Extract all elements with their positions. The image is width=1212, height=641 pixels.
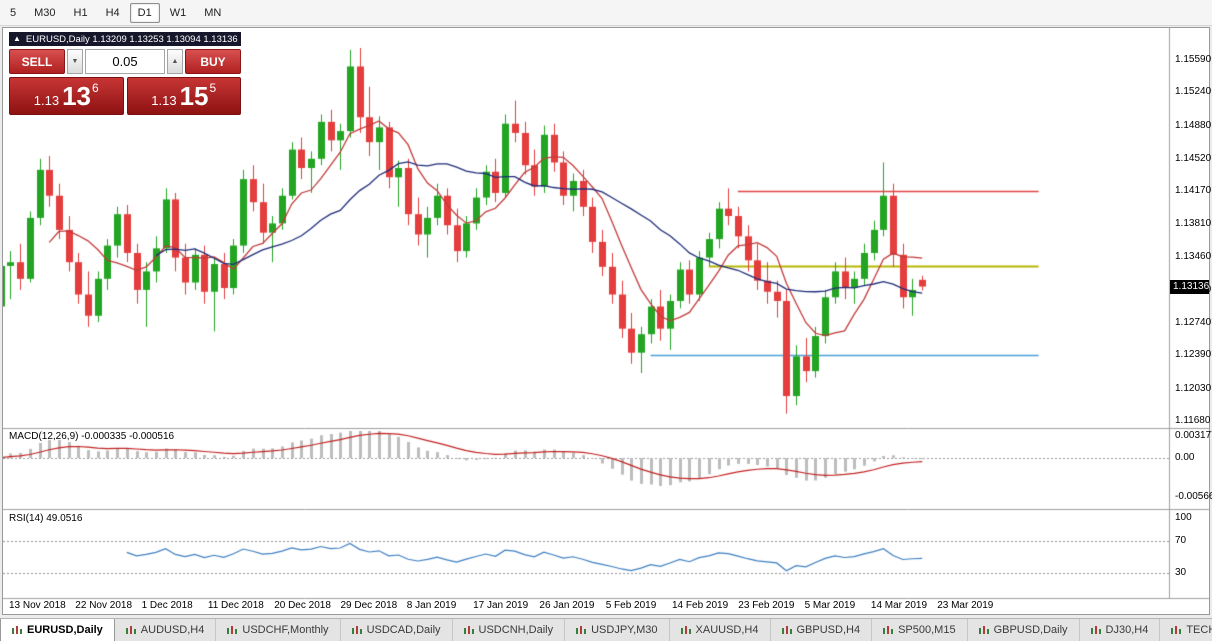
chart-tab-gbpusd-h4[interactable]: GBPUSD,H4 bbox=[771, 619, 873, 641]
chart-tab-label: AUDUSD,H4 bbox=[140, 624, 205, 636]
chart-icon bbox=[576, 625, 587, 635]
order-entry-row: SELL ▼ ▲ BUY bbox=[9, 49, 241, 74]
chart-icon bbox=[227, 625, 238, 635]
one-click-trading-panel: ▲ EURUSD,Daily 1.13209 1.13253 1.13094 1… bbox=[9, 32, 241, 115]
chart-tab-label: GBPUSD,H4 bbox=[796, 624, 861, 636]
chart-window: 1.15590 1.15240 1.14880 1.14520 1.14170 1.138… bbox=[2, 27, 1212, 615]
chart-tab-usdjpy-m30[interactable]: USDJPY,M30 bbox=[565, 619, 670, 641]
chart-icon bbox=[1090, 625, 1101, 635]
timeframe-button-mn[interactable]: MN bbox=[196, 3, 229, 23]
chart-tab-label: TECH100,H1 bbox=[1186, 624, 1212, 636]
sell-price-sup: 6 bbox=[92, 81, 99, 95]
chart-tab-label: EURUSD,Daily bbox=[27, 624, 103, 636]
buy-price-sup: 5 bbox=[209, 81, 217, 95]
chart-tab-label: USDJPY,M30 bbox=[591, 624, 658, 636]
chart-info-bar: ▲ EURUSD,Daily 1.13209 1.13253 1.13094 1… bbox=[9, 32, 241, 46]
chart-tab-label: USDCNH,Daily bbox=[478, 624, 554, 636]
chart-icon bbox=[978, 625, 989, 635]
buy-price-big: 15 bbox=[179, 81, 209, 111]
chart-tab-label: USDCAD,Daily bbox=[366, 624, 441, 636]
chart-tab-label: USDCHF,Monthly bbox=[242, 624, 329, 636]
chart-tab-label: GBPUSD,Daily bbox=[993, 624, 1068, 636]
chart-icon bbox=[463, 625, 474, 635]
chart-tab-eurusd-daily[interactable]: EURUSD,Daily bbox=[0, 619, 115, 641]
chart-tab-gbpusd-daily[interactable]: GBPUSD,Daily bbox=[968, 619, 1080, 641]
sell-button[interactable]: SELL bbox=[9, 49, 65, 74]
chart-icon bbox=[125, 625, 136, 635]
volume-decrease-button[interactable]: ▼ bbox=[67, 49, 83, 74]
chart-tab-usdchf-monthly[interactable]: USDCHF,Monthly bbox=[216, 619, 341, 641]
chart-tab-audusd-h4[interactable]: AUDUSD,H4 bbox=[115, 619, 217, 641]
timeframe-button-w1[interactable]: W1 bbox=[162, 3, 195, 23]
chart-icon bbox=[351, 625, 362, 635]
chart-tab-sp500-m15[interactable]: SP500,M15 bbox=[872, 619, 968, 641]
volume-input[interactable] bbox=[85, 49, 165, 74]
symbol-ohlc-info: EURUSD,Daily 1.13209 1.13253 1.13094 1.1… bbox=[25, 33, 238, 45]
chart-icon bbox=[1171, 625, 1182, 635]
sell-price-box[interactable]: 1.13 13 6 bbox=[9, 77, 124, 115]
chart-tab-dj30-h4[interactable]: DJ30,H4 bbox=[1080, 619, 1161, 641]
timeframe-button-5[interactable]: 5 bbox=[2, 3, 24, 23]
chart-icon bbox=[680, 625, 691, 635]
buy-button[interactable]: BUY bbox=[185, 49, 241, 74]
sell-price-prefix: 1.13 bbox=[33, 92, 60, 108]
buy-price-prefix: 1.13 bbox=[151, 92, 177, 108]
timeframe-button-d1[interactable]: D1 bbox=[129, 2, 160, 23]
chart-icon bbox=[12, 625, 22, 635]
chart-tabs-bar: EURUSD,Daily AUDUSD,H4 USDCHF,Monthly USDCA… bbox=[0, 618, 1212, 641]
chart-tab-label: XAUUSD,H4 bbox=[695, 624, 759, 636]
chart-tab-tech100-h1[interactable]: TECH100,H1 bbox=[1160, 619, 1212, 641]
timeframe-button-m30[interactable]: M30 bbox=[26, 3, 63, 23]
sell-price-big: 13 bbox=[62, 81, 92, 111]
rsi-indicator-label: RSI(14) 49.0516 bbox=[9, 513, 83, 524]
chart-tab-xauusd-h4[interactable]: XAUUSD,H4 bbox=[670, 619, 771, 641]
current-price-tag: 1.13136 bbox=[1170, 279, 1209, 294]
timeframe-toolbar: 5 M30 H1 H4 D1 W1 MN bbox=[0, 0, 1212, 26]
chart-tab-usdcad-daily[interactable]: USDCAD,Daily bbox=[341, 619, 453, 641]
chart-icon bbox=[781, 625, 792, 635]
chart-tab-label: DJ30,H4 bbox=[1105, 624, 1149, 636]
volume-increase-button[interactable]: ▲ bbox=[167, 49, 183, 74]
timeframe-button-h4[interactable]: H4 bbox=[98, 3, 128, 23]
buy-price-box[interactable]: 1.13 15 5 bbox=[126, 77, 241, 115]
macd-indicator-label: MACD(12,26,9) -0.000335 -0.000516 bbox=[9, 431, 175, 442]
collapse-arrow-icon[interactable]: ▲ bbox=[13, 34, 21, 43]
chart-tab-label: SP500,M15 bbox=[898, 624, 956, 636]
chart-tab-usdcnh-daily[interactable]: USDCNH,Daily bbox=[453, 619, 566, 641]
quote-row: 1.13 13 6 1.13 15 5 bbox=[9, 77, 241, 115]
price-chart-canvas[interactable] bbox=[3, 28, 1209, 614]
chart-icon bbox=[883, 625, 894, 635]
timeframe-button-h1[interactable]: H1 bbox=[66, 3, 96, 23]
